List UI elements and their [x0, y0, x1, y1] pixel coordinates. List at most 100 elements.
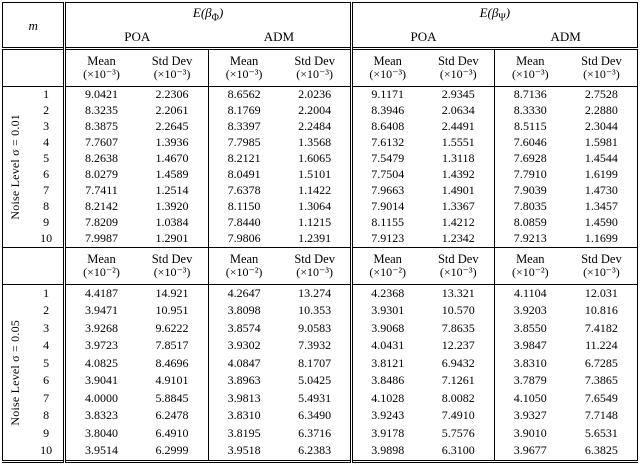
cell-psi-adm-mean: 3.9010	[493, 425, 566, 443]
m-value: 8	[28, 407, 67, 425]
m-value: 2	[28, 302, 67, 320]
unit-label: (×10⁻³)	[153, 265, 191, 280]
cell-psi-poa-std: 10.570	[441, 303, 475, 318]
results-table: m E(βΦ) E(βΨ) POA ADM POA ADM Mean (×10⁻³…	[2, 2, 638, 463]
cell-psi-poa-mean: 7.9663	[371, 183, 405, 198]
cell-psi-adm-mean: 7.6046	[493, 135, 566, 151]
stat-header-mean: Mean (×10⁻³)	[64, 48, 137, 87]
cell-phi-poa-std: 1.3920	[155, 199, 189, 214]
unit-label: (×10⁻²)	[369, 265, 407, 280]
cell-phi-adm-mean: 3.8574	[207, 320, 280, 338]
stat-header-row: Mean (×10⁻³) Std Dev (×10⁻³) Mean (×10⁻³) S…	[2, 48, 638, 87]
cell-psi-adm-mean: 8.5115	[493, 119, 566, 135]
cell-psi-adm-std: 5.6531	[584, 425, 618, 440]
stat-header-mean: Mean (×10⁻²)	[493, 247, 566, 285]
cell-psi-poa-mean: 7.9123	[371, 231, 405, 246]
cell-psi-adm-mean: 4.1104	[493, 284, 566, 303]
cell-phi-adm-std: 2.2004	[279, 103, 353, 119]
m-value: 3	[28, 320, 67, 338]
cell-psi-poa-std: 12.237	[441, 338, 475, 353]
stat-header-mean: Mean (×10⁻²)	[351, 247, 423, 285]
table-row: 10 3.9514 6.2999 3.9518 6.2383 3.9898 6.…	[3, 442, 638, 462]
cell-phi-poa-std: 6.2478	[155, 408, 189, 423]
cell-phi-adm-mean: 7.6378	[207, 183, 280, 199]
stat-header-mean: Mean (×10⁻³)	[351, 48, 423, 87]
cell-phi-adm-mean: 4.0847	[207, 355, 280, 373]
cell-psi-adm-mean: 3.7879	[493, 372, 566, 390]
cell-phi-adm-std: 10.353	[279, 302, 353, 320]
cell-psi-poa-std: 1.3118	[441, 151, 475, 166]
cell-phi-adm-std: 8.1707	[279, 355, 353, 373]
cell-psi-adm-mean: 7.6928	[493, 151, 566, 167]
cell-psi-poa-mean: 8.6408	[371, 119, 405, 134]
table-row: 5 4.0825 8.4696 4.0847 8.1707 3.8121 6.9…	[3, 355, 638, 373]
m-value: 10	[28, 231, 67, 248]
cell-phi-adm-std: 1.1422	[279, 183, 353, 199]
cell-psi-poa-mean: 9.1171	[371, 87, 404, 102]
cell-psi-adm-mean: 3.9847	[493, 337, 566, 355]
cell-psi-adm-mean: 8.0859	[493, 215, 566, 231]
cell-psi-poa-mean: 3.8486	[371, 373, 405, 388]
m-value: 1	[28, 86, 67, 103]
cell-phi-adm-std: 13.274	[279, 284, 353, 303]
cell-psi-adm-mean: 8.7136	[493, 86, 566, 103]
cell-psi-adm-std: 6.7285	[584, 355, 618, 370]
cell-phi-adm-std: 2.0236	[279, 86, 353, 103]
cell-psi-poa-std: 1.3367	[441, 199, 475, 214]
cell-psi-poa-std: 8.0082	[441, 390, 475, 405]
table-row: 6 8.0279 1.4589 8.0491 1.5101 7.7504 1.4…	[3, 167, 638, 183]
cell-psi-adm-std: 7.4182	[584, 320, 618, 335]
cell-phi-poa-mean: 3.9514	[84, 443, 118, 458]
cell-psi-poa-mean: 3.9243	[371, 408, 405, 423]
stat-header-mean: Mean (×10⁻³)	[493, 48, 566, 87]
unit-label: (×10⁻³)	[583, 265, 620, 280]
cell-psi-poa-std: 5.7576	[441, 425, 475, 440]
cell-psi-poa-mean: 7.7504	[371, 167, 405, 182]
unit-label: (×10⁻²)	[83, 265, 120, 280]
stat-header-std: Std Dev (×10⁻³)	[565, 48, 638, 87]
cell-phi-poa-mean: 3.9723	[84, 338, 118, 353]
table-row: 9 7.8209 1.0384 7.8440 1.1215 8.1155 1.4…	[3, 215, 638, 231]
cell-phi-adm-std: 7.3932	[279, 337, 353, 355]
cell-phi-adm-std: 5.4931	[279, 390, 353, 408]
unit-label: (×10⁻³)	[296, 67, 333, 82]
noise-level-label-text: Noise Level σ = 0.01	[7, 114, 22, 220]
cell-phi-poa-mean: 8.3875	[84, 119, 118, 134]
cell-psi-adm-std: 1.3457	[584, 199, 618, 214]
cell-phi-poa-std: 1.2514	[155, 183, 189, 198]
unit-label: (×10⁻³)	[83, 67, 120, 82]
cell-psi-adm-std: 2.3044	[584, 119, 618, 134]
cell-psi-poa-std: 6.9432	[441, 355, 475, 370]
unit-label: (×10⁻³)	[439, 67, 477, 82]
unit-label: (×10⁻³)	[369, 67, 407, 82]
table-row: 8 3.8323 6.2478 3.8310 6.3490 3.9243 7.4…	[3, 407, 638, 425]
unit-label: (×10⁻³)	[225, 67, 263, 82]
cell-psi-adm-std: 1.6199	[584, 167, 618, 182]
stat-header-std: Std Dev (×10⁻³)	[422, 48, 495, 87]
table-row: 2 8.3235 2.2061 8.1769 2.2004 8.3946 2.0…	[3, 103, 638, 119]
unit-label: (×10⁻³)	[511, 67, 549, 82]
m-value: 3	[28, 119, 67, 135]
cell-phi-poa-std: 10.951	[155, 303, 189, 318]
group-header-row: m E(βΦ) E(βΨ)	[2, 2, 638, 49]
unit-label: (×10⁻³)	[583, 67, 620, 82]
cell-psi-adm-mean: 7.7910	[493, 167, 566, 183]
cell-psi-adm-std: 1.4730	[584, 183, 618, 198]
table-row: 5 8.2638 1.4670 8.2121 1.6065 7.5479 1.3…	[3, 151, 638, 167]
cell-phi-adm-mean: 8.3397	[207, 119, 280, 135]
cell-psi-poa-mean: 7.5479	[371, 151, 405, 166]
cell-phi-poa-mean: 8.2638	[84, 151, 118, 166]
cell-psi-adm-std: 1.4544	[584, 151, 618, 166]
stat-header-std: Std Dev (×10⁻³)	[279, 247, 353, 285]
cell-phi-adm-std: 1.2391	[279, 231, 353, 248]
cell-phi-adm-mean: 4.2647	[207, 284, 280, 303]
m-value: 2	[28, 103, 67, 119]
cell-phi-poa-std: 8.4696	[155, 355, 189, 370]
cell-phi-adm-std: 5.0425	[279, 372, 353, 390]
cell-psi-poa-std: 1.5551	[441, 135, 475, 150]
cell-phi-adm-mean: 3.9518	[207, 442, 280, 462]
m-value: 9	[28, 215, 67, 231]
cell-phi-poa-std: 1.2901	[155, 231, 189, 246]
cell-phi-poa-mean: 3.9041	[84, 373, 118, 388]
